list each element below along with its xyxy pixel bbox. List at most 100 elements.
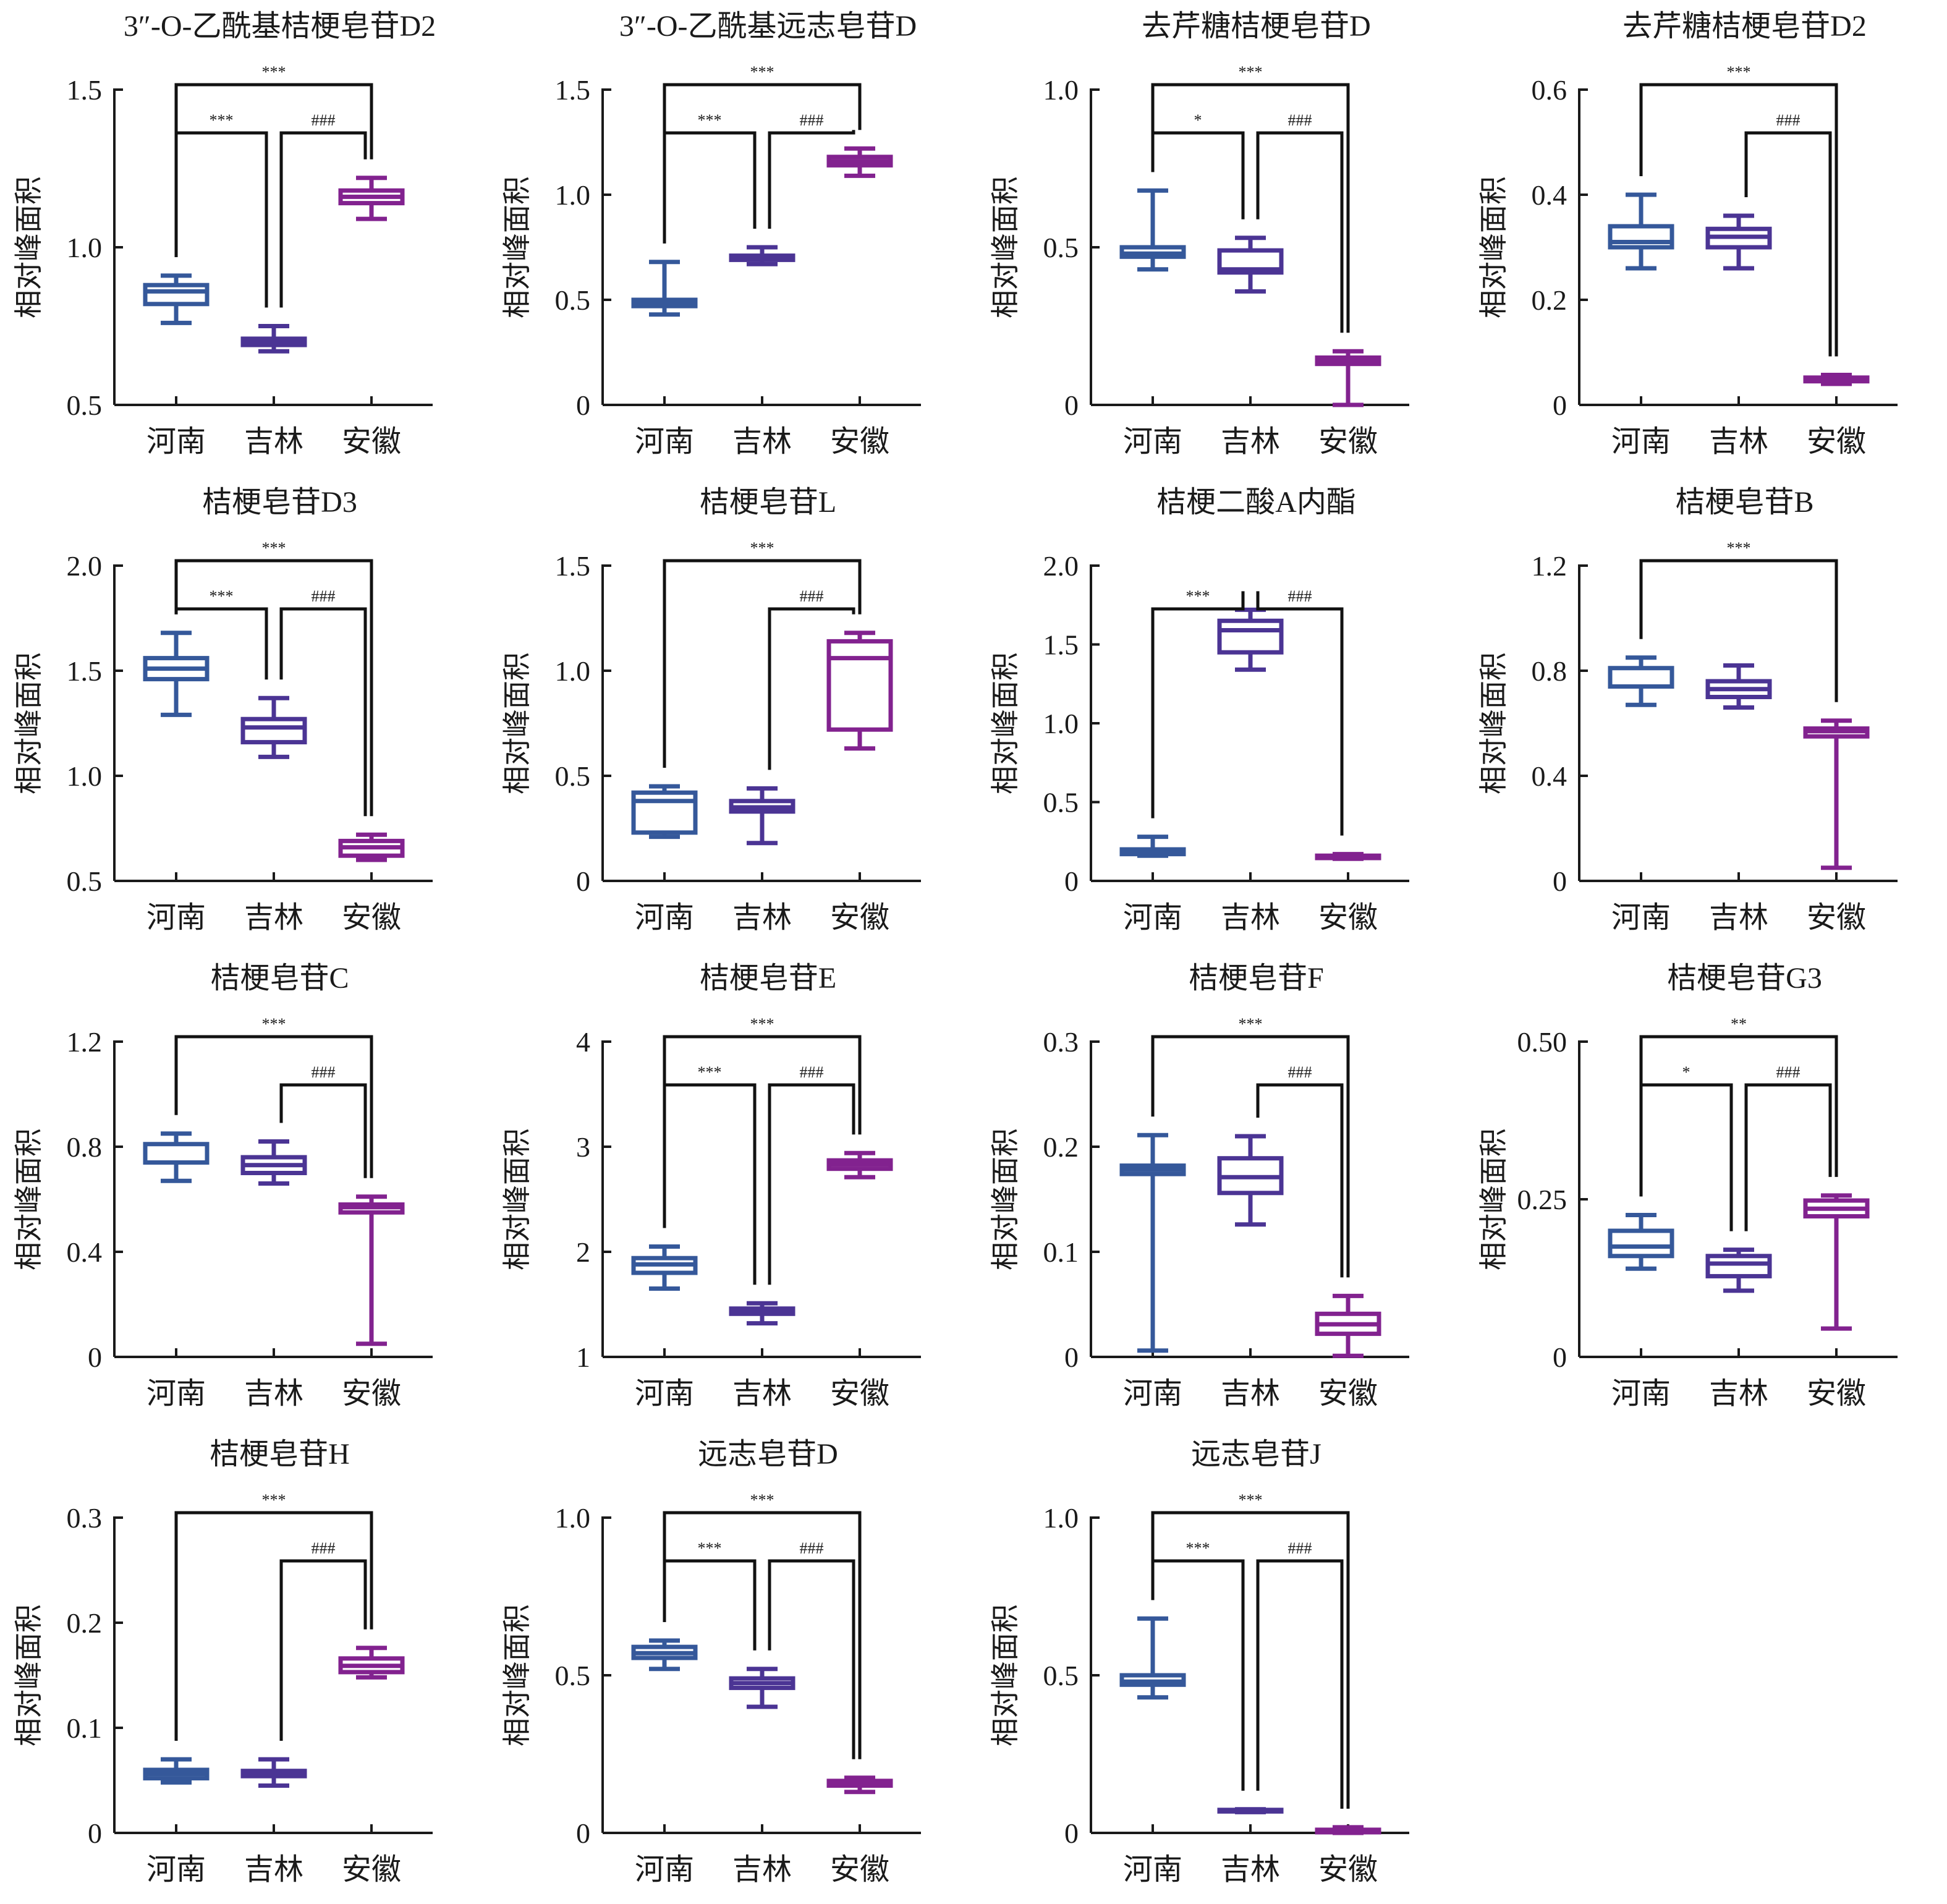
x-tick-label: 河南 (1123, 1377, 1182, 1410)
significance-bracket (1151, 1035, 1350, 1278)
box-3 (826, 631, 893, 751)
significance-label: *** (1239, 63, 1263, 81)
significance-label: ### (800, 111, 824, 129)
y-tick-label: 1.5 (555, 74, 591, 106)
significance-label: *** (1727, 539, 1751, 557)
box-1 (143, 1757, 210, 1785)
box-2 (729, 1667, 795, 1709)
x-tick-label: 河南 (635, 425, 694, 458)
significance-label: ### (1288, 1063, 1312, 1081)
y-tick-label: 0.2 (67, 1607, 103, 1639)
significance-label: *** (1186, 587, 1210, 605)
y-axis-label: 相对峰面积 (501, 176, 533, 318)
y-tick-label: 0.3 (1043, 1026, 1079, 1058)
chart-panel: 远志皂苷D 相对峰面积 0 0.5 1.0 河南 吉林 安徽 *** *** ### (488, 1428, 977, 1904)
y-axis-label: 相对峰面积 (501, 1128, 533, 1270)
box-1 (631, 1638, 698, 1672)
box-2 (240, 1757, 307, 1788)
chart-panel: 桔梗皂苷G3 相对峰面积 0 0.25 0.50 河南 吉林 安徽 ** * ### (1465, 952, 1947, 1428)
significance-bracket (1256, 131, 1344, 333)
significance-label: *** (750, 1015, 774, 1033)
x-tick-label: 安徽 (342, 1853, 401, 1886)
y-axis-label: 相对峰面积 (990, 652, 1021, 794)
significance-label: *** (262, 1015, 286, 1033)
chart-title: 桔梗皂苷L (700, 486, 836, 519)
x-tick-label: 吉林 (1221, 1377, 1280, 1410)
chart-svg: 桔梗皂苷C 相对峰面积 0 0.4 0.8 1.2 河南 吉林 安徽 *** ### (13, 962, 433, 1410)
y-tick-label: 1.5 (67, 655, 103, 687)
box-2 (729, 245, 795, 266)
box-1 (1608, 192, 1674, 271)
box-2 (1705, 663, 1772, 710)
y-tick-label: 2.0 (1043, 550, 1079, 582)
box-iqr (143, 283, 210, 307)
box-2 (240, 324, 307, 354)
significance-label: ### (800, 1063, 824, 1081)
x-tick-label: 安徽 (830, 425, 889, 458)
x-tick-label: 河南 (1123, 1853, 1182, 1886)
chart-panel: 3″-O-乙酰基远志皂苷D 相对峰面积 0 0.5 1.0 1.5 河南 吉林 安徽 *** ***… (488, 0, 977, 476)
y-tick-label: 1.0 (555, 1502, 591, 1534)
y-tick-label: 1.0 (1043, 1502, 1079, 1534)
y-axis-label: 相对峰面积 (990, 1604, 1021, 1746)
box-1 (631, 260, 698, 317)
x-tick-label: 安徽 (342, 1377, 401, 1410)
box-iqr (1217, 618, 1284, 655)
chart-panel: 去芹糖桔梗皂苷D2 相对峰面积 0 0.2 0.4 0.6 河南 吉林 安徽 *** ### (1465, 0, 1947, 476)
significance-bracket (663, 1511, 862, 1759)
chart-svg: 3″-O-乙酰基远志皂苷D 相对峰面积 0 0.5 1.0 1.5 河南 吉林 安徽 *** ***… (501, 10, 921, 458)
x-tick-label: 吉林 (1221, 425, 1280, 458)
significance-label: ### (1288, 587, 1312, 605)
significance-label: *** (262, 63, 286, 81)
significance-label: *** (698, 1063, 722, 1081)
significance-bracket (1151, 591, 1245, 818)
x-tick-label: 安徽 (830, 1853, 889, 1886)
y-tick-label: 1.0 (555, 655, 591, 687)
significance-label: * (1682, 1063, 1690, 1081)
y-tick-label: 2 (576, 1236, 590, 1268)
y-tick-label: 0 (576, 865, 590, 897)
y-tick-label: 0.5 (1043, 1660, 1079, 1691)
chart-title: 桔梗皂苷H (210, 1438, 350, 1471)
significance-bracket (1639, 1035, 1838, 1197)
box-2 (1705, 213, 1772, 271)
x-tick-label: 安徽 (830, 1377, 889, 1410)
chart-svg: 桔梗皂苷D3 相对峰面积 0.5 1.0 1.5 2.0 河南 吉林 安徽 *** *** ### (13, 486, 433, 934)
box-3 (1803, 718, 1870, 870)
y-axis-label: 相对峰面积 (990, 176, 1021, 318)
y-tick-label: 1.0 (555, 179, 591, 211)
box-3 (1315, 1293, 1381, 1358)
y-axis-label: 相对峰面积 (501, 1604, 533, 1746)
box-iqr (143, 1142, 210, 1165)
x-tick-label: 吉林 (244, 901, 303, 934)
significance-bracket (663, 131, 757, 244)
significance-label: *** (262, 1491, 286, 1509)
y-tick-label: 1.0 (1043, 74, 1079, 106)
significance-bracket (1256, 591, 1344, 836)
significance-label: *** (698, 111, 722, 129)
x-tick-label: 安徽 (1807, 425, 1866, 458)
box-1 (1119, 1616, 1186, 1700)
y-tick-label: 1.0 (67, 232, 103, 263)
chart-svg: 3″-O-乙酰基桔梗皂苷D2 相对峰面积 0.5 1.0 1.5 河南 吉林 安徽 *** ***… (13, 10, 436, 458)
chart-svg: 远志皂苷D 相对峰面积 0 0.5 1.0 河南 吉林 安徽 *** *** ### (501, 1438, 921, 1886)
chart-panel: 远志皂苷J 相对峰面积 0 0.5 1.0 河南 吉林 安徽 *** *** ### (977, 1428, 1465, 1904)
x-tick-label: 吉林 (1221, 1853, 1280, 1886)
x-tick-label: 吉林 (1709, 1377, 1768, 1410)
y-axis-label: 相对峰面积 (1478, 176, 1509, 318)
y-axis-label: 相对峰面积 (13, 652, 45, 794)
chart-title: 远志皂苷J (1191, 1438, 1321, 1471)
x-tick-label: 河南 (1611, 901, 1671, 934)
y-tick-label: 0.3 (67, 1502, 103, 1534)
box-iqr (1608, 666, 1674, 689)
x-tick-label: 安徽 (1318, 901, 1378, 934)
box-2 (729, 786, 795, 846)
significance-bracket (279, 1559, 367, 1741)
y-tick-label: 0 (576, 389, 590, 421)
significance-label: ### (800, 1539, 824, 1557)
significance-label: *** (750, 539, 774, 557)
x-tick-label: 河南 (146, 901, 206, 934)
chart-panel: 桔梗皂苷B 相对峰面积 0 0.4 0.8 1.2 河南 吉林 安徽 *** (1465, 476, 1947, 952)
box-1 (1119, 1133, 1186, 1353)
